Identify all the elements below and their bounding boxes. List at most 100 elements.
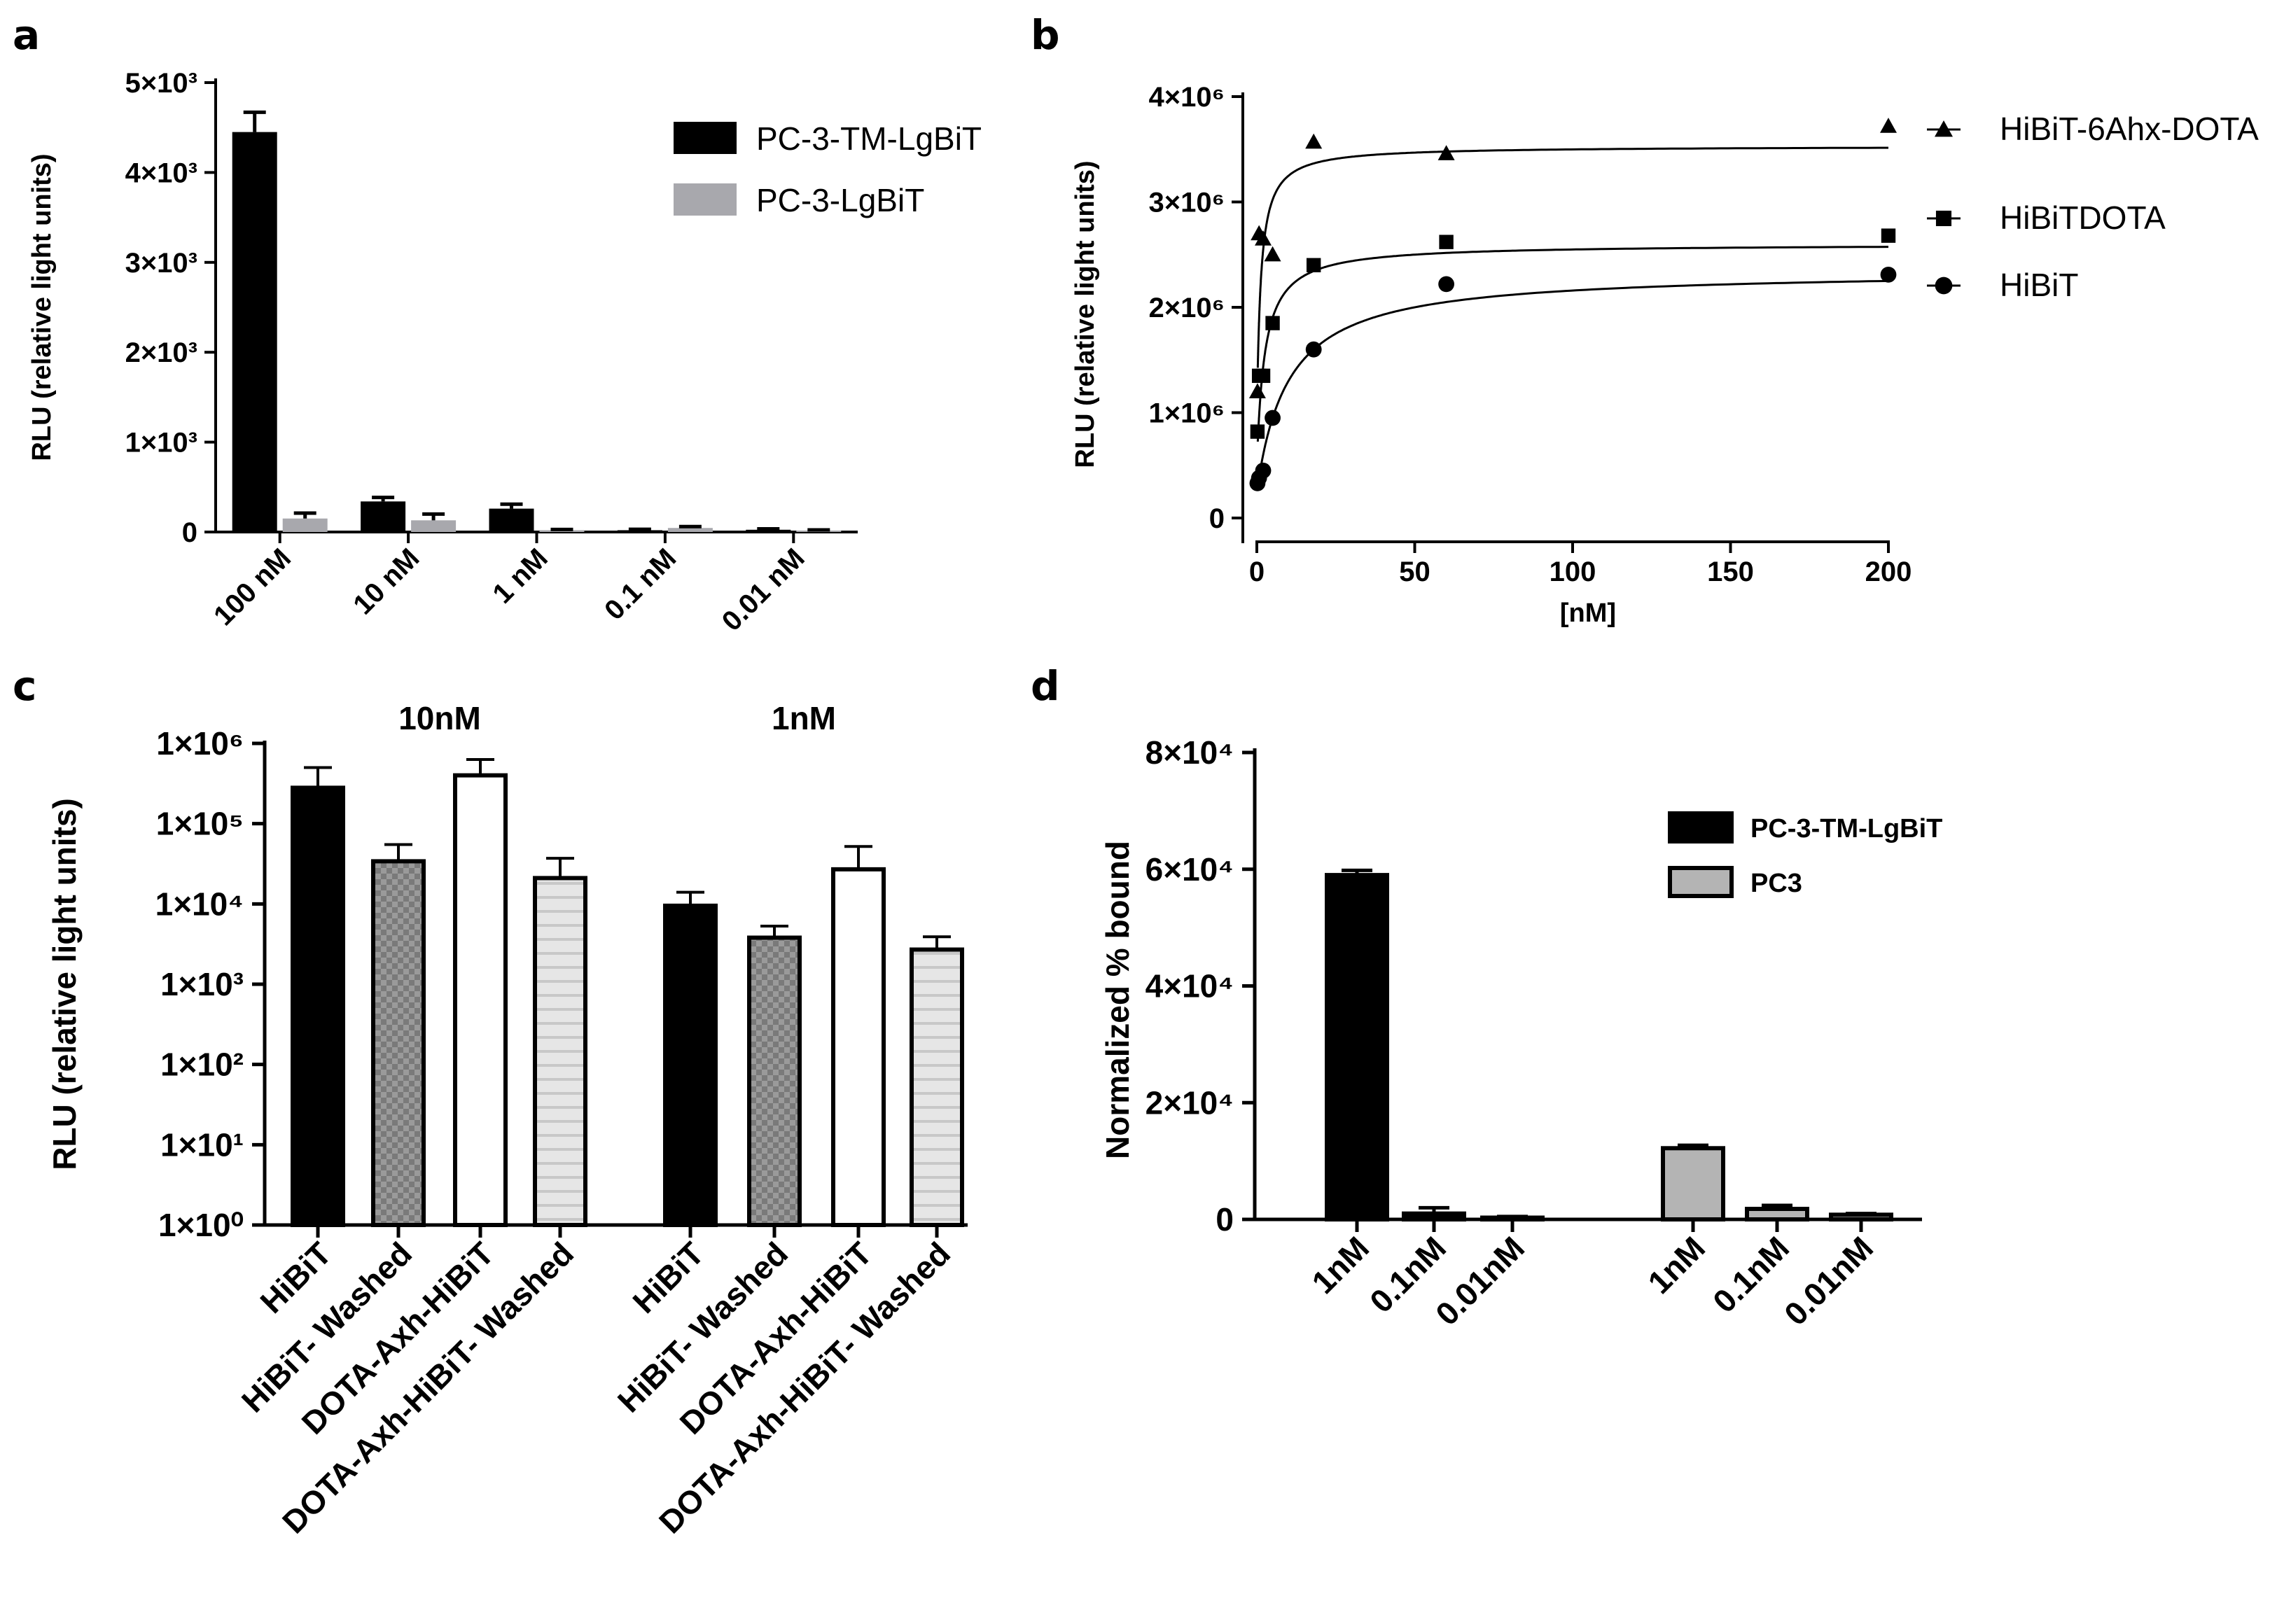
bar-pc-3-tm-lgbit <box>489 508 534 532</box>
y-axis-title: RLU (relative light units) <box>1071 160 1100 468</box>
x-tick-label: 0.1 nM <box>599 542 682 626</box>
fit-curve-hibitdota <box>1256 246 1889 442</box>
data-point-circle <box>1438 276 1455 293</box>
y-tick-label: 1×10⁴ <box>155 886 244 922</box>
bar-white <box>831 867 886 1227</box>
bar-pc-3-tm-lgbit <box>361 501 406 532</box>
y-tick-label: 4×10⁶ <box>1148 82 1225 113</box>
chart-b: 0 1×10⁶ 2×10⁶ 3×10⁶ 4×10⁶ 0 50 100 150 200 [nM] RLU… <box>1071 82 2259 628</box>
x-tick-label: 0.01nM <box>1777 1229 1880 1332</box>
legend-swatch-pc3 <box>1668 866 1734 898</box>
bar-pc-3-tm-lgbit <box>1325 873 1389 1222</box>
x-tick-label: 0.01 nM <box>716 542 811 637</box>
chart-a: 0 1×10³ 2×10³ 3×10³ 4×10³ 5×10³ RLU (relative … <box>27 68 982 637</box>
legend-swatch-pc-3-tm-lgbit <box>1668 811 1734 844</box>
y-tick-label: 1×10⁰ <box>158 1207 244 1243</box>
y-tick-label: 1×10² <box>160 1046 244 1083</box>
y-tick-label: 0 <box>1209 503 1225 534</box>
bar-checker <box>747 935 802 1228</box>
legend-swatch-pc-3-lgbit <box>674 183 737 216</box>
legend-label: HiBiTDOTA <box>2000 200 2166 236</box>
y-tick-label: 6×10⁴ <box>1146 851 1234 888</box>
data-point-square <box>1250 424 1265 439</box>
legend-label: HiBiT-6Ahx-DOTA <box>2000 111 2259 147</box>
x-tick-label: 50 <box>1399 556 1430 587</box>
bar-pc-3-tm-lgbit <box>746 529 791 532</box>
x-tick-label: 0.01nM <box>1428 1229 1531 1332</box>
panel-label-c: c <box>13 662 36 710</box>
legend-label: HiBiT <box>2000 267 2078 303</box>
y-tick-label: 0 <box>182 517 197 548</box>
panel-label-d: d <box>1031 662 1060 710</box>
y-tick-label: 0 <box>1216 1201 1234 1238</box>
y-tick-label: 1×10³ <box>160 966 244 1002</box>
x-tick-label: 0 <box>1249 556 1265 587</box>
y-tick-label: 1×10³ <box>125 428 197 458</box>
x-tick-label: 1nM <box>1304 1229 1376 1301</box>
bar-pc3 <box>1829 1212 1893 1222</box>
bar-white <box>453 773 508 1228</box>
data-point-circle <box>1880 266 1897 283</box>
bar-black <box>291 785 345 1228</box>
data-point-triangle <box>1880 118 1897 133</box>
data-point-square <box>1439 234 1454 249</box>
y-tick-label: 8×10⁴ <box>1146 734 1234 771</box>
x-tick-label: 1 nM <box>487 542 554 610</box>
data-point-circle <box>1305 341 1322 358</box>
bar-pc-3-tm-lgbit <box>232 132 277 532</box>
x-tick-label: 100 nM <box>208 542 297 631</box>
data-point-square <box>1306 258 1321 272</box>
group-label-10nM: 10nM <box>398 700 481 736</box>
y-tick-label: 3×10⁶ <box>1148 188 1225 218</box>
bar-pc-3-lgbit <box>667 528 713 532</box>
bar-pc3 <box>1661 1146 1725 1222</box>
y-axis-title: RLU (relative light units) <box>27 153 57 461</box>
x-tick-label: DOTA-Axh-HiBiT- Washed <box>275 1235 580 1540</box>
y-tick-label: 5×10³ <box>125 68 197 99</box>
y-tick-label: 1×10¹ <box>160 1126 244 1163</box>
y-tick-label: 1×10⁵ <box>156 806 244 842</box>
data-point-square <box>1265 316 1280 330</box>
data-point-circle <box>1265 410 1281 426</box>
bar-pc3 <box>1745 1206 1809 1222</box>
bar-pc-3-lgbit <box>411 520 457 532</box>
y-axis-title: RLU (relative light units) <box>46 798 83 1170</box>
legend-swatch-pc-3-tm-lgbit <box>674 122 737 154</box>
x-tick-label: 150 <box>1707 556 1754 587</box>
data-point-square <box>1255 368 1271 384</box>
data-point-circle <box>1255 462 1272 479</box>
chart-c: 1×10⁰ 1×10¹ 1×10² 1×10³ 1×10⁴ 1×10⁵ 1×10⁶ RLU (… <box>46 700 968 1540</box>
legend-label: PC-3-LgBiT <box>756 182 924 218</box>
bar-pc-3-tm-lgbit <box>1402 1211 1466 1222</box>
x-tick-label: 200 <box>1865 556 1912 587</box>
fit-curve-hibit <box>1256 279 1889 486</box>
bar-hstripe <box>533 876 587 1227</box>
data-point-triangle <box>1255 230 1272 246</box>
bar-pc-3-lgbit <box>282 518 328 532</box>
legend-label: PC-3-TM-LgBiT <box>756 120 982 157</box>
group-label-1nM: 1nM <box>772 700 836 736</box>
x-tick-label: DOTA-Axh-HiBiT- Washed <box>652 1235 957 1540</box>
legend-label: PC-3-TM-LgBiT <box>1750 814 1942 844</box>
bar-checker <box>371 859 426 1227</box>
data-point-triangle <box>1305 133 1323 149</box>
bar-hstripe <box>910 947 964 1228</box>
chart-d: 0 2×10⁴ 4×10⁴ 6×10⁴ 8×10⁴ Normalized % bound 1… <box>1099 734 1942 1332</box>
data-point-triangle <box>1437 145 1455 160</box>
data-point-triangle <box>1248 383 1266 398</box>
y-tick-label: 4×10⁴ <box>1146 968 1234 1004</box>
data-point-triangle <box>1264 246 1281 262</box>
x-tick-label: 100 <box>1550 556 1596 587</box>
y-tick-label: 2×10³ <box>125 337 197 368</box>
legend-marker-triangle <box>1935 120 1953 137</box>
x-tick-label: 10 nM <box>347 542 425 620</box>
bar-pc-3-tm-lgbit <box>617 530 662 532</box>
y-tick-label: 1×10⁶ <box>1148 398 1225 429</box>
y-axis-title: Normalized % bound <box>1099 841 1136 1159</box>
panel-label-b: b <box>1031 11 1060 59</box>
data-point-square <box>1881 228 1896 243</box>
y-tick-label: 2×10⁶ <box>1148 293 1225 323</box>
legend-marker-circle <box>1935 276 1953 295</box>
legend-marker-square <box>1935 210 1952 227</box>
